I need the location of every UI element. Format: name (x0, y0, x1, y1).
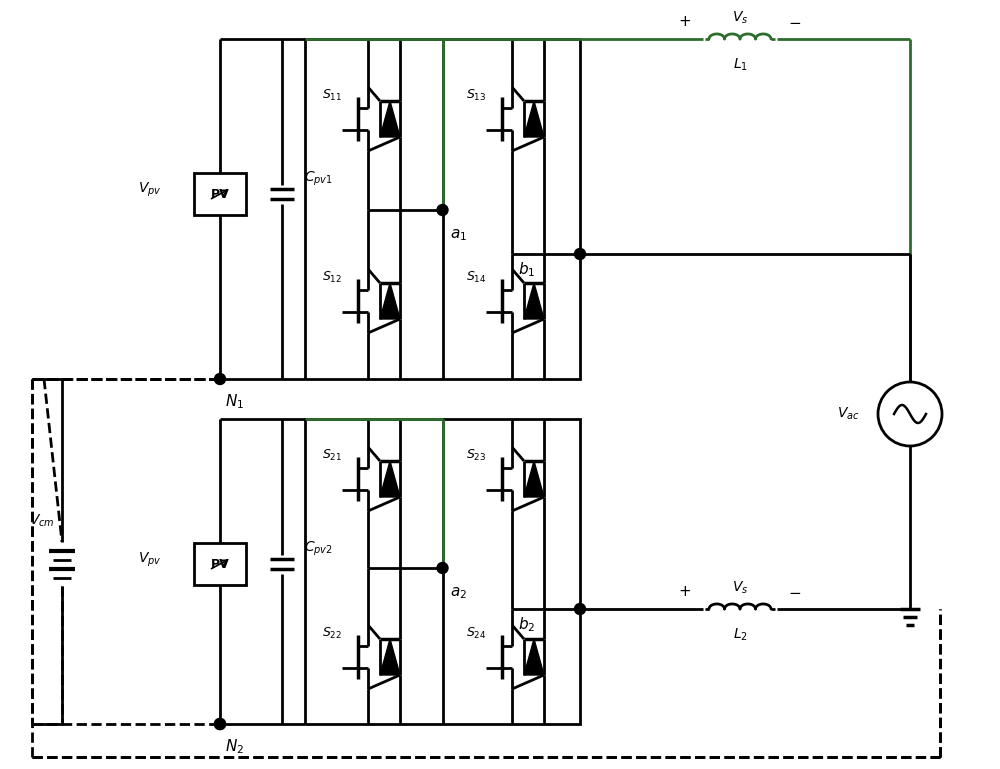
Text: $a_2$: $a_2$ (450, 585, 468, 601)
Text: $S_{12}$: $S_{12}$ (322, 269, 342, 285)
Text: $V_s$: $V_s$ (732, 9, 748, 26)
Text: $N_1$: $N_1$ (225, 392, 244, 411)
Text: $a_1$: $a_1$ (450, 227, 468, 243)
Text: $V_s$: $V_s$ (732, 580, 748, 596)
Polygon shape (380, 461, 400, 497)
Text: $b_2$: $b_2$ (518, 615, 535, 634)
Text: $b_1$: $b_1$ (518, 260, 535, 278)
Text: $-$: $-$ (788, 14, 802, 29)
Polygon shape (380, 639, 400, 675)
Text: $V_{pv}$: $V_{pv}$ (138, 551, 162, 569)
Text: $-$: $-$ (788, 584, 802, 599)
Text: $L_1$: $L_1$ (733, 57, 747, 73)
Circle shape (574, 604, 586, 614)
Polygon shape (380, 101, 400, 137)
Circle shape (437, 562, 448, 574)
Polygon shape (524, 461, 544, 497)
Text: $V_{pv}$: $V_{pv}$ (138, 181, 162, 199)
Polygon shape (524, 283, 544, 319)
Text: $V_{cm}$: $V_{cm}$ (29, 513, 55, 529)
Text: $S_{24}$: $S_{24}$ (466, 625, 486, 641)
Text: $S_{22}$: $S_{22}$ (322, 625, 342, 641)
FancyBboxPatch shape (194, 543, 246, 585)
Text: $N_2$: $N_2$ (225, 737, 244, 756)
FancyBboxPatch shape (194, 173, 246, 215)
Text: PV: PV (211, 188, 229, 201)
Text: $L_2$: $L_2$ (733, 627, 747, 644)
Text: $S_{21}$: $S_{21}$ (322, 448, 342, 462)
Text: +: + (679, 584, 691, 599)
Text: $C_{pv2}$: $C_{pv2}$ (304, 540, 333, 558)
Circle shape (214, 718, 226, 730)
Polygon shape (524, 639, 544, 675)
Text: $S_{14}$: $S_{14}$ (466, 269, 486, 285)
Circle shape (437, 205, 448, 215)
Circle shape (214, 374, 226, 384)
Text: $V_{ac}$: $V_{ac}$ (837, 406, 860, 422)
Text: $S_{23}$: $S_{23}$ (466, 448, 486, 462)
Text: $C_{pv1}$: $C_{pv1}$ (304, 170, 333, 188)
Text: $S_{11}$: $S_{11}$ (322, 88, 342, 102)
Circle shape (214, 718, 226, 730)
Polygon shape (380, 283, 400, 319)
Polygon shape (524, 101, 544, 137)
Circle shape (574, 248, 586, 259)
Text: PV: PV (211, 558, 229, 571)
Text: +: + (679, 14, 691, 29)
Text: $S_{13}$: $S_{13}$ (466, 88, 486, 102)
